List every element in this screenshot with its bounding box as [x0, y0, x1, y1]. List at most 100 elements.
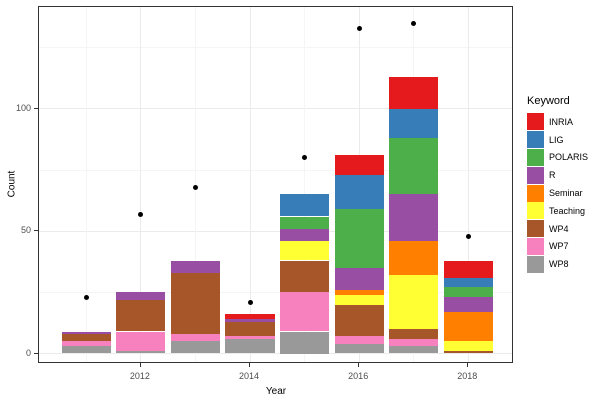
bar-segment-2012-wp4 — [116, 299, 166, 332]
legend-label-polaris: POLARIS — [549, 152, 589, 163]
data-point-2011 — [83, 294, 89, 300]
legend-item-r: R — [527, 166, 599, 184]
x-tick-label-2018: 2018 — [457, 371, 478, 381]
x-axis-tick-2012 — [139, 363, 141, 367]
bar-segment-2016-wp7 — [334, 336, 384, 344]
y-axis-tick-50 — [34, 230, 38, 232]
bar-segment-2016-inria — [334, 155, 384, 175]
bar-segment-2017-inria — [389, 77, 439, 109]
bar-segment-2015-wp7 — [280, 292, 330, 332]
bar-segment-2017-seminar — [389, 240, 439, 276]
bar-segment-2016-polaris — [334, 209, 384, 268]
legend-key-icon-inria — [527, 113, 544, 131]
x-tick-label-2014: 2014 — [238, 371, 260, 381]
legend-label-seminar: Seminar — [549, 188, 583, 199]
bar-segment-2014-wp4 — [225, 321, 275, 337]
bar-segment-2017-wp8 — [389, 346, 439, 354]
data-point-2015 — [302, 155, 308, 161]
bar-segment-2018-r — [443, 297, 493, 312]
x-axis-title: Year — [265, 386, 287, 397]
bar-segment-2018-seminar — [443, 311, 493, 342]
legend-item-seminar: Seminar — [527, 184, 599, 202]
gridline-minor-x2015 — [304, 7, 306, 362]
x-axis-tick-2018 — [467, 363, 469, 367]
bar-segment-2018-inria — [443, 260, 493, 278]
x-axis-tick-2016 — [358, 363, 360, 367]
bar-segment-2012-wp7 — [116, 331, 166, 352]
data-point-2016 — [356, 25, 362, 31]
plot-panel — [38, 6, 513, 363]
bar-segment-2014-wp7 — [225, 336, 275, 339]
data-point-2014 — [247, 299, 253, 305]
gridline-minor-x2013 — [194, 7, 196, 362]
data-point-2012 — [138, 211, 144, 217]
legend-label-teaching: Teaching — [549, 205, 586, 216]
legend-key-icon-seminar — [527, 184, 544, 202]
gridline-major-x2018 — [467, 7, 469, 362]
bar-segment-2016-wp8 — [334, 343, 384, 354]
bar-segment-2018-polaris — [443, 287, 493, 298]
legend-label-inria: INRIA — [549, 116, 574, 127]
data-point-2013 — [192, 184, 198, 190]
bar-segment-2012-wp8 — [116, 351, 166, 354]
legend-key-icon-lig — [527, 131, 544, 149]
bar-segment-2014-r — [225, 319, 275, 322]
legend-key-icon-teaching — [527, 202, 544, 220]
bar-segment-2017-r — [389, 194, 439, 241]
legend-label-wp8: WP8 — [549, 259, 569, 270]
legend-item-inria: INRIA — [527, 113, 599, 131]
bar-segment-2017-wp7 — [389, 338, 439, 347]
legend-item-wp4: WP4 — [527, 220, 599, 238]
gridline-minor-x2011 — [85, 7, 87, 362]
bar-segment-2011-wp7 — [61, 341, 111, 347]
legend-key-icon-wp8 — [527, 255, 544, 273]
bar-segment-2018-lig — [443, 277, 493, 288]
y-axis-title: Count — [6, 170, 18, 198]
legend-item-lig: LIG — [527, 131, 599, 149]
legend-key-icon-polaris — [527, 148, 544, 166]
y-tick-label-50: 50 — [20, 225, 31, 236]
bar-segment-2015-wp8 — [280, 331, 330, 354]
bar-segment-2016-wp4 — [334, 304, 384, 337]
bar-segment-2015-teaching — [280, 240, 330, 261]
gridline-major-x2014 — [249, 7, 251, 362]
bar-segment-2011-r — [61, 331, 111, 334]
y-axis-tick-0 — [34, 352, 38, 354]
bar-segment-2013-r — [170, 260, 220, 273]
legend-item-teaching: Teaching — [527, 202, 599, 220]
bar-segment-2015-wp4 — [280, 260, 330, 293]
bar-segment-2013-wp8 — [170, 341, 220, 354]
legend-items: INRIA LIG POLARIS R Seminar Teaching WP4 WP7 WP8 — [527, 113, 599, 273]
bar-segment-2018-teaching — [443, 341, 493, 351]
bar-segment-2017-wp4 — [389, 329, 439, 339]
bar-segment-2016-r — [334, 267, 384, 290]
bar-segment-2011-wp8 — [61, 346, 111, 354]
bar-segment-2016-seminar — [334, 289, 384, 295]
data-point-2017 — [411, 20, 417, 26]
x-tick-label-2016: 2016 — [348, 371, 369, 381]
bar-segment-2018-wp4 — [443, 351, 493, 354]
y-axis-tick-100 — [34, 107, 38, 109]
bar-segment-2016-lig — [334, 174, 384, 210]
legend-label-wp4: WP4 — [549, 223, 569, 234]
legend-key-icon-wp7 — [527, 237, 544, 255]
y-tick-label-100: 100 — [15, 102, 31, 113]
x-tick-label-2012: 2012 — [129, 371, 150, 381]
bar-segment-2017-lig — [389, 108, 439, 139]
bar-segment-2017-polaris — [389, 138, 439, 195]
bar-segment-2013-wp7 — [170, 333, 220, 342]
legend-label-lig: LIG — [549, 134, 564, 145]
legend-key-icon-wp4 — [527, 220, 544, 238]
gridline-major-y50 — [39, 230, 512, 232]
x-axis-tick-2014 — [249, 363, 250, 367]
legend-item-wp8: WP8 — [527, 255, 599, 273]
gridline-minor-y75 — [39, 169, 512, 171]
bar-segment-2016-teaching — [334, 294, 384, 305]
gridline-major-y100 — [39, 108, 512, 110]
bar-segment-2015-r — [280, 228, 330, 241]
legend-label-wp7: WP7 — [549, 241, 569, 252]
bar-segment-2017-teaching — [389, 275, 439, 329]
legend-title: Keyword — [527, 95, 570, 107]
gridline-major-y0 — [39, 353, 512, 354]
